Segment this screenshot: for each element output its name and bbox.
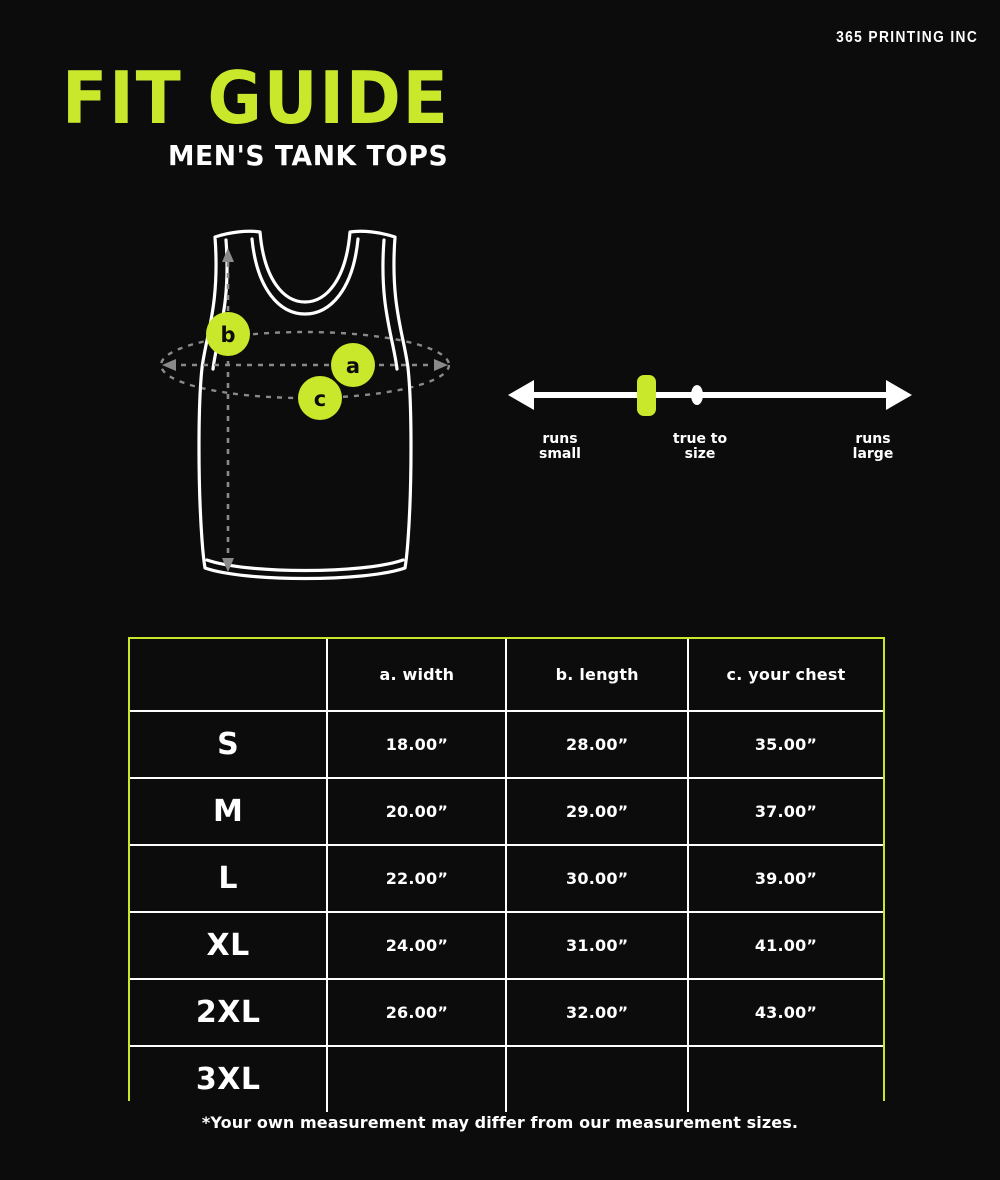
page-subtitle: MEN'S TANK TOPS [168,139,449,172]
table-header-size [130,639,329,712]
cell-length [506,1046,689,1112]
marker-a: a [331,343,375,387]
svg-text:b: b [220,323,235,347]
cell-size: M [130,778,329,846]
cell-width [327,1046,508,1112]
table-row: L 22.00” 30.00” 39.00” [130,845,883,913]
fit-scale-arrow-left [508,380,534,410]
page-title: FIT GUIDE [62,56,450,140]
table-row: 2XL 26.00” 32.00” 43.00” [130,979,883,1047]
size-chart-table: a. width b. length c. your chest S 18.00… [128,637,885,1112]
cell-width: 24.00” [327,912,508,980]
cell-length: 32.00” [506,979,689,1047]
cell-length: 30.00” [506,845,689,913]
table-header-width: a. width [327,639,508,712]
fit-scale-label-runs-small: runs small [539,431,581,463]
width-arrow-left [162,359,176,371]
chest-circumference-ellipse [159,330,451,400]
cell-width: 18.00” [327,711,508,779]
table-header-length: b. length [506,639,689,712]
cell-length: 29.00” [506,778,689,846]
cell-size: 3XL [130,1046,329,1112]
svg-text:c: c [314,387,326,411]
fit-scale [500,365,920,475]
cell-chest: 35.00” [687,711,883,779]
length-arrow-top [222,248,234,262]
marker-c: c [298,376,342,420]
cell-width: 22.00” [327,845,508,913]
footnote-disclaimer: *Your own measurement may differ from ou… [201,1113,799,1132]
table-row: 3XL [130,1046,883,1112]
svg-text:a: a [346,354,360,378]
cell-size: S [130,711,329,779]
fit-scale-marker [637,375,656,416]
width-arrow-right [434,359,448,371]
table-row: XL 24.00” 31.00” 41.00” [130,912,883,980]
tank-top-hem-inner [205,558,405,573]
table-header-chest: c. your chest [687,639,883,712]
cell-chest: 41.00” [687,912,883,980]
true-to-size-tick [691,385,703,405]
tank-top-neckline-inner [250,237,360,316]
fit-scale-label-true-to-size: true to size [672,431,728,463]
table-row: S 18.00” 28.00” 35.00” [130,711,883,779]
cell-size: L [130,845,329,913]
cell-length: 28.00” [506,711,689,779]
cell-chest: 43.00” [687,979,883,1047]
tank-top-illustration: b a c [140,210,470,600]
cell-width: 20.00” [327,778,508,846]
tank-top-outer-outline [197,229,413,581]
table-header-row: a. width b. length c. your chest [130,639,883,712]
cell-width: 26.00” [327,979,508,1047]
cell-chest: 37.00” [687,778,883,846]
cell-size: 2XL [130,979,329,1047]
fit-scale-labels: runs small true to size runs large [500,431,920,482]
fit-scale-label-runs-large: runs large [852,431,894,463]
cell-size: XL [130,912,329,980]
brand-logo-text: 365 PRINTING INC [835,29,978,46]
cell-length: 31.00” [506,912,689,980]
marker-b: b [206,312,250,356]
tank-top-strap-inner-right [381,238,399,371]
length-arrow-bottom [222,558,234,572]
cell-chest [687,1046,883,1112]
cell-chest: 39.00” [687,845,883,913]
table-row: M 20.00” 29.00” 37.00” [130,778,883,846]
fit-scale-arrow-right [886,380,912,410]
